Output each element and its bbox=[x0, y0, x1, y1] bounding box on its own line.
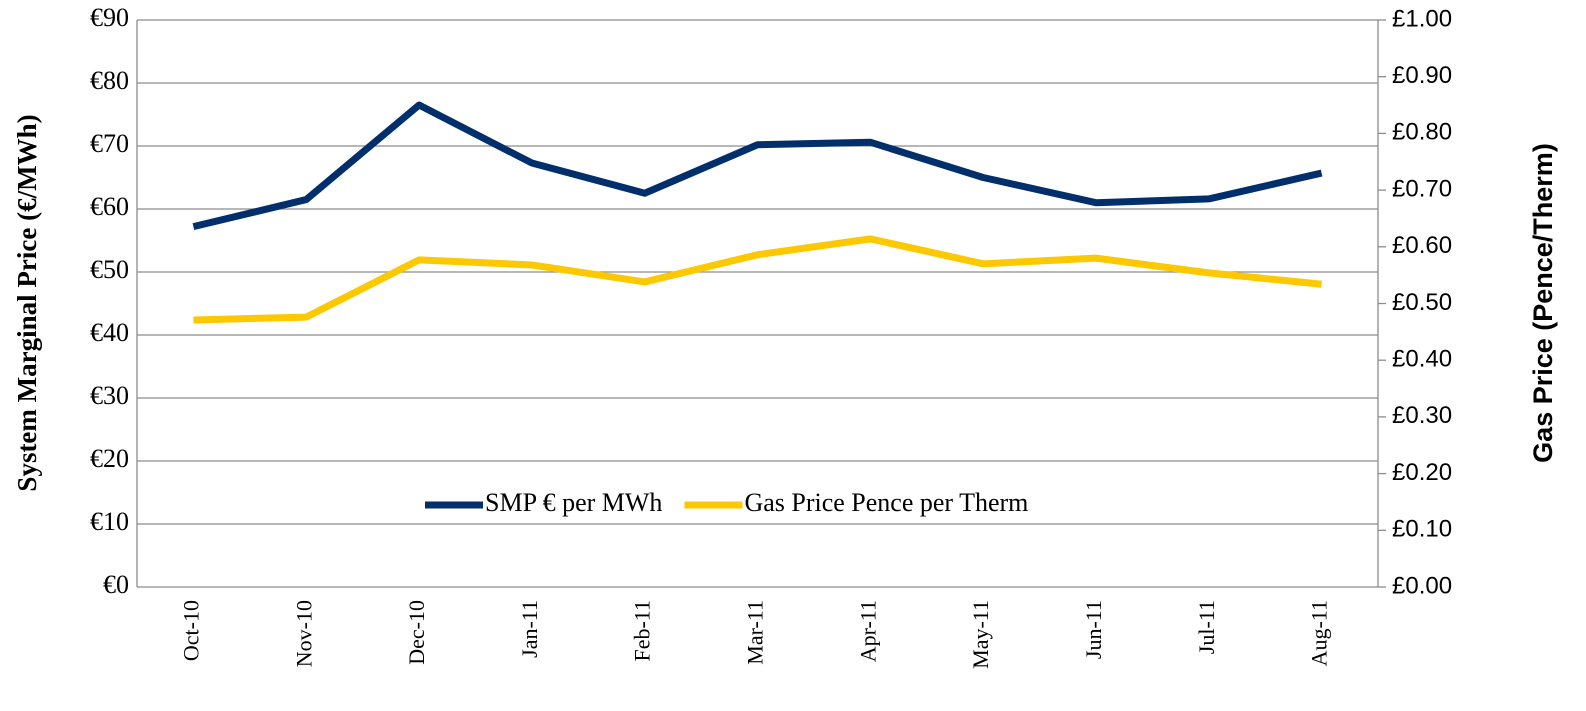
y2-tick-label: £0.50 bbox=[1392, 289, 1452, 316]
y2-tick-label: £0.10 bbox=[1392, 516, 1452, 543]
legend-label: Gas Price Pence per Therm bbox=[744, 488, 1028, 517]
y-axis-title: System Marginal Price (€/MWh) bbox=[12, 114, 42, 491]
x-tick-label: Jan-11 bbox=[517, 600, 542, 658]
y-tick-label: €90 bbox=[90, 3, 129, 32]
x-tick-label: Mar-11 bbox=[743, 600, 768, 665]
y2-tick-label: £0.30 bbox=[1392, 402, 1452, 429]
y2-tick-label: £0.60 bbox=[1392, 232, 1452, 259]
x-tick-label: Jun-11 bbox=[1081, 600, 1106, 659]
y-tick-label: €60 bbox=[90, 192, 129, 221]
legend-label: SMP € per MWh bbox=[485, 488, 662, 517]
y-tick-label: €80 bbox=[90, 66, 129, 95]
y-tick-label: €10 bbox=[90, 507, 129, 536]
y-tick-label: €0 bbox=[103, 570, 129, 599]
x-tick-label: Jul-11 bbox=[1194, 600, 1219, 654]
y2-tick-label: £0.40 bbox=[1392, 346, 1452, 373]
y-tick-label: €30 bbox=[90, 381, 129, 410]
x-tick-label: Dec-10 bbox=[404, 600, 429, 665]
x-tick-label: Aug-11 bbox=[1307, 600, 1332, 666]
y2-tick-label: £0.90 bbox=[1392, 62, 1452, 89]
x-tick-label: May-11 bbox=[968, 600, 993, 669]
x-tick-label: Nov-10 bbox=[291, 600, 316, 667]
x-tick-label: Apr-11 bbox=[855, 600, 880, 662]
y2-axis-title: Gas Price (Pence/Therm) bbox=[1528, 143, 1558, 463]
y2-tick-label: £0.80 bbox=[1392, 119, 1452, 146]
series-line bbox=[193, 235, 1322, 324]
y2-tick-label: £0.70 bbox=[1392, 175, 1452, 202]
y-tick-label: €70 bbox=[90, 129, 129, 158]
y2-tick-label: £1.00 bbox=[1392, 5, 1452, 32]
y-tick-label: €20 bbox=[90, 444, 129, 473]
series-line bbox=[192, 101, 1323, 231]
y2-tick-label: £0.20 bbox=[1392, 459, 1452, 486]
y-tick-label: €50 bbox=[90, 255, 129, 284]
x-tick-label: Oct-10 bbox=[178, 600, 203, 661]
y-tick-label: €40 bbox=[90, 318, 129, 347]
y2-tick-label: £0.00 bbox=[1392, 572, 1452, 599]
x-tick-label: Feb-11 bbox=[630, 600, 655, 662]
